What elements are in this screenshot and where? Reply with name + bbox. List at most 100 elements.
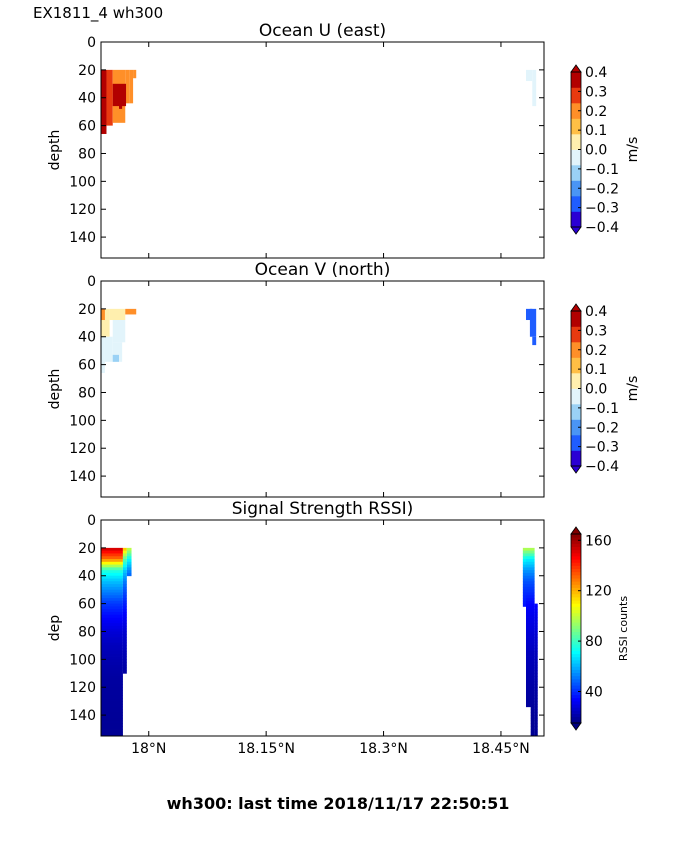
rssi-cell <box>122 631 127 635</box>
rssi-cell <box>122 578 127 582</box>
colorbar-tick-label: 0.3 <box>585 84 607 100</box>
colorbar-segment <box>571 134 581 150</box>
rssi-cell <box>122 662 127 666</box>
rssi-cell <box>522 589 526 593</box>
rssi-cell <box>534 670 538 674</box>
rssi-cell <box>525 570 535 574</box>
rssi-cell <box>534 611 538 616</box>
y-axis-label: depth <box>47 130 63 171</box>
rssi-cell <box>534 729 538 733</box>
rssi-cell <box>101 586 123 591</box>
data-cell <box>133 69 137 79</box>
rssi-cell <box>101 600 123 605</box>
colorbar-extend-top <box>570 526 582 535</box>
rssi-cell <box>101 620 123 624</box>
rssi-cell <box>525 620 535 624</box>
y-tick-label: 60 <box>78 119 96 135</box>
rssi-cell <box>525 653 535 657</box>
rssi-cell <box>101 614 123 618</box>
rssi-cell <box>101 623 123 627</box>
rssi-cell <box>530 720 535 724</box>
y-tick-label: 80 <box>78 146 96 162</box>
colorbar-tick-label: 0.1 <box>585 123 607 139</box>
rssi-cell <box>534 695 538 699</box>
rssi-cell <box>525 667 535 671</box>
rssi-cell <box>534 634 538 638</box>
rssi-cell <box>101 720 123 724</box>
rssi-cell <box>534 656 538 660</box>
colorbar-segment <box>571 311 581 327</box>
rssi-cell <box>101 609 123 613</box>
rssi-cell <box>101 556 123 560</box>
rssi-cell <box>101 628 123 632</box>
rssi-cell <box>534 603 538 607</box>
rssi-cell <box>525 623 535 627</box>
rssi-cell <box>122 589 127 593</box>
colorbar-segment <box>571 118 581 135</box>
rssi-cell <box>534 648 538 652</box>
rssi-cell <box>101 631 123 635</box>
rssi-cell <box>525 690 535 694</box>
colorbar-segment <box>571 342 581 358</box>
colorbar-tick-label: 80 <box>585 634 603 650</box>
y-tick-label: 40 <box>78 569 96 585</box>
colorbar-segment <box>571 606 581 610</box>
rssi-cell <box>534 720 538 724</box>
colorbar-tick-label: 0.1 <box>585 362 607 378</box>
y-tick-label: 140 <box>69 230 96 246</box>
colorbar-tick-label: −0.2 <box>585 420 619 436</box>
colorbar-tick-label: 0.4 <box>585 304 607 320</box>
rssi-cell <box>522 550 526 554</box>
rssi-cell <box>534 642 538 646</box>
rssi-cell <box>525 656 535 660</box>
rssi-cell <box>122 567 127 571</box>
y-tick-label: 80 <box>78 385 96 401</box>
rssi-cell <box>122 556 127 560</box>
rssi-cell <box>534 609 538 613</box>
rssi-cell <box>530 715 535 719</box>
colorbar-segment <box>571 660 581 664</box>
rssi-cell <box>525 703 535 708</box>
rssi-cell <box>101 653 123 657</box>
rssi-cell <box>534 692 538 696</box>
rssi-cell <box>525 662 535 666</box>
colorbar-tick-label: 120 <box>585 584 612 600</box>
rssi-cell <box>101 592 123 596</box>
rssi-cell <box>122 575 127 579</box>
data-cell <box>532 69 537 107</box>
data-cell <box>525 69 533 82</box>
colorbar-outline <box>570 533 582 724</box>
colorbar-segment <box>571 612 581 617</box>
rssi-cell <box>530 731 535 736</box>
colorbar-extend-bottom <box>570 465 582 474</box>
colorbar-segment <box>571 546 581 551</box>
rssi-cell <box>101 625 123 630</box>
panel-1-frame <box>100 41 545 259</box>
rssi-cell <box>525 695 535 699</box>
rssi-cell <box>101 639 123 644</box>
rssi-cell <box>534 678 538 683</box>
rssi-cell <box>525 681 535 685</box>
colorbar-segment <box>571 634 581 639</box>
rssi-cell <box>522 567 526 571</box>
data-cell <box>104 336 113 362</box>
rssi-cell <box>534 667 538 671</box>
colorbar-segment <box>571 435 581 451</box>
rssi-cell <box>101 662 123 666</box>
panel-3-frame <box>100 519 545 737</box>
rssi-cell <box>534 631 538 635</box>
rssi-cell <box>525 584 535 588</box>
rssi-cell <box>525 611 535 616</box>
rssi-cell <box>530 726 535 730</box>
colorbar-segment <box>571 540 581 544</box>
rssi-cell <box>101 684 123 688</box>
panel-1-data <box>101 69 537 134</box>
colorbar-segment <box>571 631 581 636</box>
y-tick-label: 20 <box>78 541 96 557</box>
rssi-cell <box>101 712 123 716</box>
rssi-cell <box>522 595 526 599</box>
rssi-cell <box>525 631 535 635</box>
rssi-cell <box>534 723 538 727</box>
rssi-cell <box>534 664 538 669</box>
